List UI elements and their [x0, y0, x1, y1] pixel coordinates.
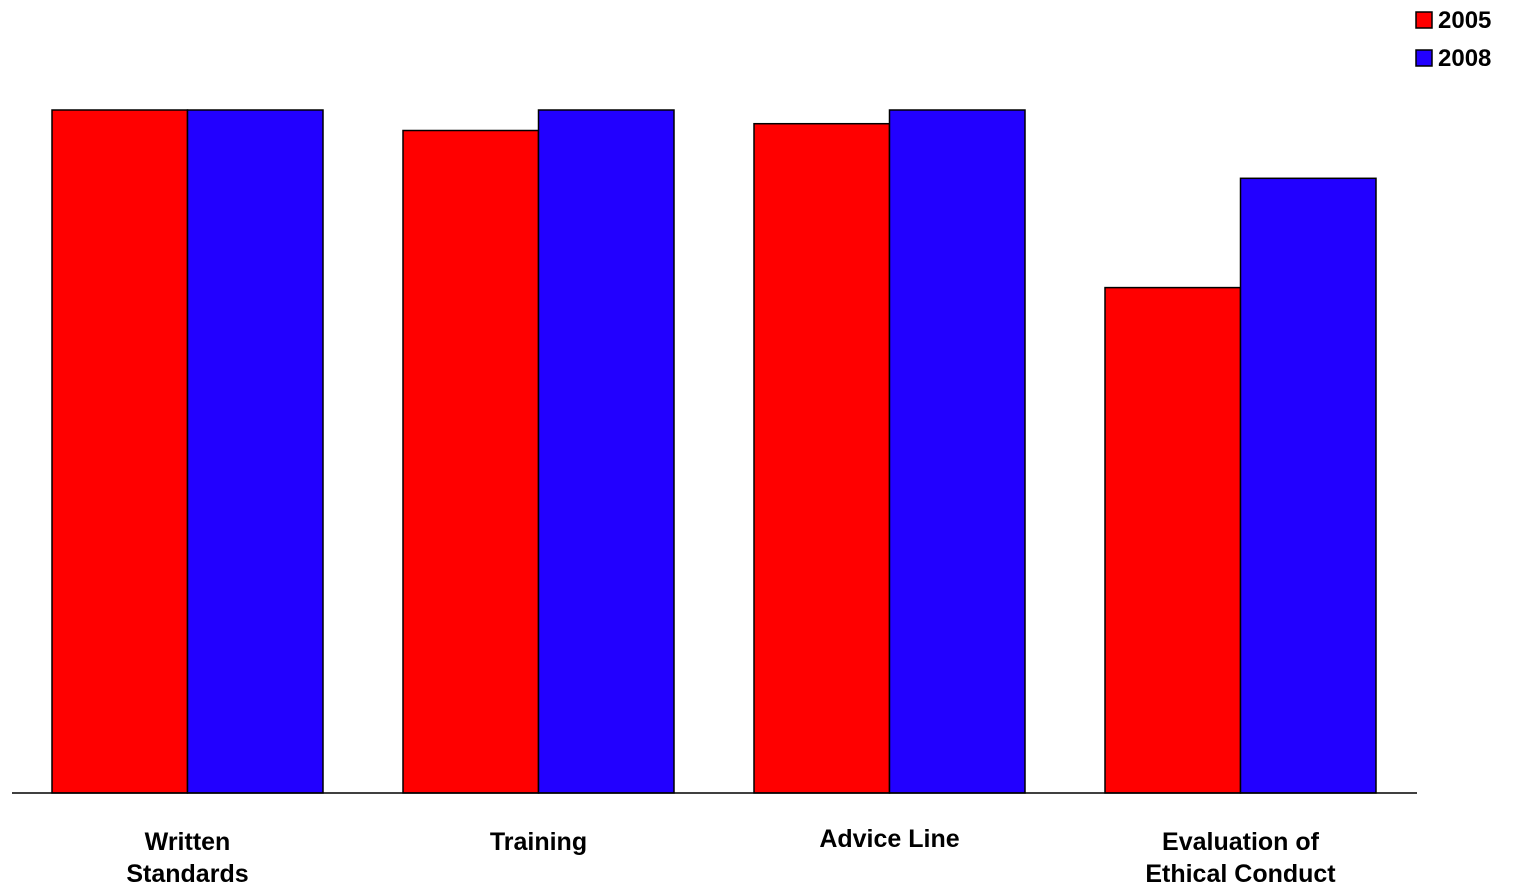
category-label-training: Training [490, 828, 587, 856]
legend-swatch-2008 [1415, 49, 1433, 67]
bar-advice-line-2008 [888, 109, 1026, 794]
bars-layer [51, 109, 1377, 794]
bar-training-2008 [537, 109, 675, 794]
category-label-evaluation-of-ethical-conduct: Evaluation of Ethical Conduct [1145, 828, 1336, 887]
bar-advice-line-2005 [753, 122, 891, 794]
category-labels: Written Standards Training Advice Line Evalu… [126, 825, 1336, 888]
category-label-advice-line: Advice Line [819, 825, 959, 853]
legend-label-2005: 2005 [1438, 7, 1491, 34]
bar-evaluation-of-ethical-conduct-2008 [1239, 177, 1377, 794]
legend-swatch-2005 [1415, 11, 1433, 29]
category-label-written-standards: Written Standards [126, 828, 248, 887]
legend: 2005 2008 [1415, 7, 1491, 72]
legend-label-2008: 2008 [1438, 45, 1491, 72]
bar-written-standards-2008 [186, 109, 324, 794]
bar-written-standards-2005 [51, 109, 189, 794]
bar-evaluation-of-ethical-conduct-2005 [1104, 286, 1242, 794]
bar-training-2005 [402, 129, 540, 794]
